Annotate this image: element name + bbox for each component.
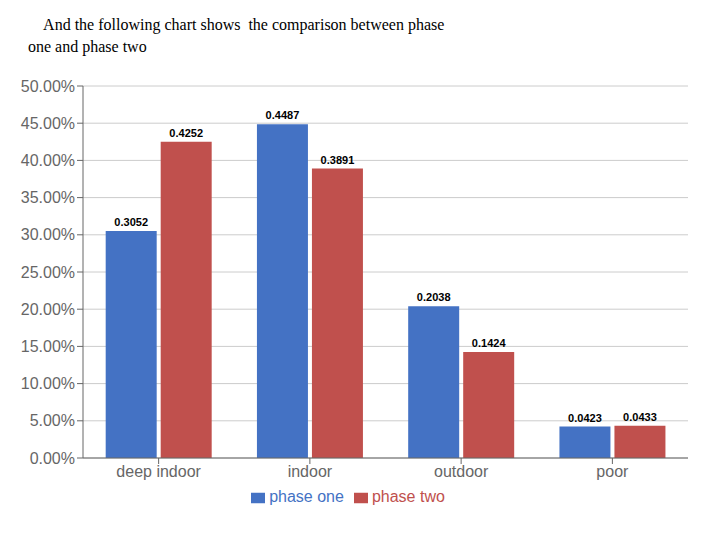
svg-text:0.2038: 0.2038	[417, 291, 451, 303]
svg-text:30.00%: 30.00%	[21, 226, 75, 243]
svg-text:0.3052: 0.3052	[114, 216, 148, 228]
svg-text:50.00%: 50.00%	[21, 78, 75, 95]
svg-text:0.00%: 0.00%	[30, 450, 75, 467]
svg-text:25.00%: 25.00%	[21, 264, 75, 281]
svg-text:40.00%: 40.00%	[21, 152, 75, 169]
html-text:And the following chart shows: And the following chart shows the compar…	[28, 16, 445, 33]
svg-text:outdoor: outdoor	[434, 463, 489, 480]
svg-text:0.0433: 0.0433	[623, 411, 657, 423]
svg-text:0.0423: 0.0423	[568, 412, 602, 424]
svg-text:0.4252: 0.4252	[169, 127, 203, 139]
svg-text:poor: poor	[596, 463, 629, 480]
html-text:one and phase two: one and phase two	[28, 38, 147, 55]
svg-text:deep indoor: deep indoor	[116, 463, 201, 480]
svg-text:0.4487: 0.4487	[266, 109, 300, 121]
html-text:phase one: phase one	[269, 488, 344, 505]
svg-text:10.00%: 10.00%	[21, 375, 75, 392]
svg-text:45.00%: 45.00%	[21, 115, 75, 132]
svg-text:0.3891: 0.3891	[321, 154, 355, 166]
svg-text:0.1424: 0.1424	[472, 337, 507, 349]
svg-text:20.00%: 20.00%	[21, 301, 75, 318]
svg-text:15.00%: 15.00%	[21, 338, 75, 355]
html-text:phase two: phase two	[371, 488, 445, 505]
svg-text:5.00%: 5.00%	[30, 412, 75, 429]
svg-text:35.00%: 35.00%	[21, 189, 75, 206]
svg-text:indoor: indoor	[288, 463, 333, 480]
